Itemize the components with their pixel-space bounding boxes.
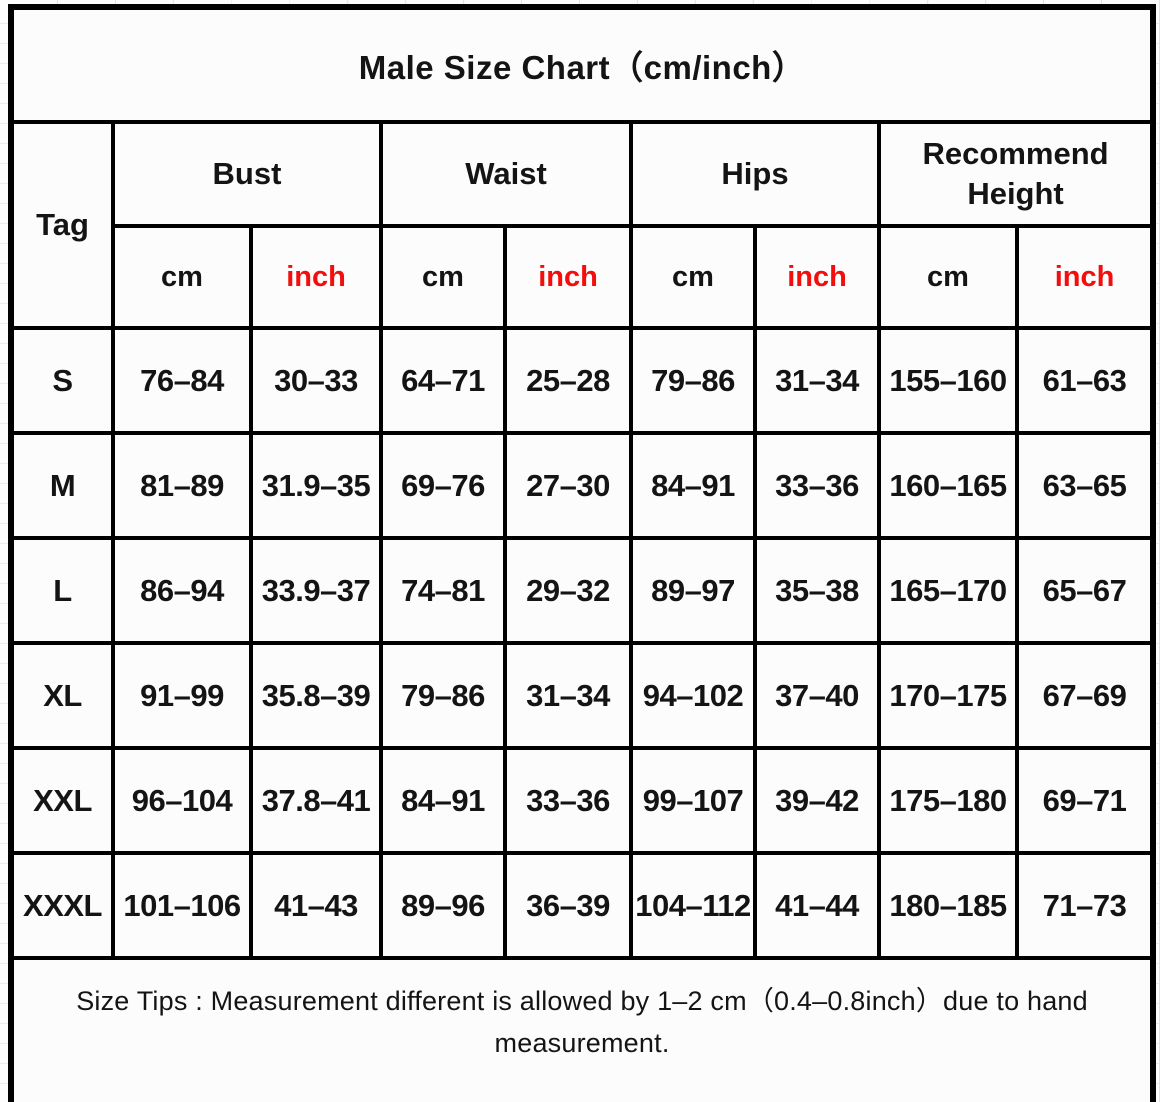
cell-tag: XL [9,641,115,750]
cell-waist-inch: 33–36 [503,746,633,855]
cell-bust-inch: 41–43 [249,851,383,960]
unit-header-row: cm inch cm inch cm inch cm inch [11,224,1156,330]
header-waist: Waist [379,120,633,228]
cell-waist-inch: 25–28 [503,326,633,435]
cell-waist-cm: 74–81 [379,536,507,645]
header-waist-cm: cm [379,224,507,330]
cell-height-inch: 65–67 [1014,536,1156,645]
cell-bust-inch: 35.8–39 [249,641,383,750]
title-row: Male Size Chart（cm/inch） [8,5,1156,124]
cell-bust-cm: 86–94 [111,536,253,645]
header-hips-inch: inch [753,224,881,330]
cell-bust-inch: 33.9–37 [249,536,383,645]
cell-height-inch: 63–65 [1014,431,1156,540]
cell-height-cm: 175–180 [877,746,1019,855]
chart-title: Male Size Chart（cm/inch） [8,5,1156,124]
cell-bust-inch: 37.8–41 [249,746,383,855]
table-row-l: L 86–94 33.9–37 74–81 29–32 89–97 35–38 … [9,536,1156,645]
size-tips-row: Size Tips : Measurement different is all… [8,956,1156,1102]
size-tips-note: Size Tips : Measurement different is all… [8,956,1156,1102]
header-recommend-height: Recommend Height [876,120,1156,228]
cell-bust-cm: 76–84 [111,326,253,435]
cell-waist-cm: 79–86 [379,641,507,750]
cell-hips-inch: 39–42 [753,746,881,855]
cell-hips-inch: 35–38 [753,536,881,645]
cell-tag: S [9,326,115,435]
table-row-xxxl: XXXL 101–106 41–43 89–96 36–39 104–112 4… [9,851,1156,960]
cell-bust-inch: 30–33 [249,326,383,435]
cell-height-cm: 160–165 [877,431,1019,540]
cell-waist-inch: 27–30 [503,431,633,540]
cell-tag: XXL [9,746,115,855]
cell-bust-cm: 81–89 [111,431,253,540]
header-bust-inch: inch [249,224,383,330]
header-height-cm: cm [877,224,1019,330]
cell-bust-cm: 91–99 [111,641,253,750]
cell-height-inch: 67–69 [1014,641,1156,750]
cell-hips-inch: 37–40 [753,641,881,750]
cell-waist-inch: 29–32 [503,536,633,645]
cell-tag: L [9,536,115,645]
table-row-s: S 76–84 30–33 64–71 25–28 79–86 31–34 15… [9,326,1156,435]
header-tag: Tag [9,120,115,330]
cell-hips-cm: 84–91 [629,431,757,540]
cell-waist-cm: 69–76 [379,431,507,540]
cell-tag: XXXL [9,851,115,960]
cell-tag: M [9,431,115,540]
group-header-row: Tag Bust Waist Hips Recommend Height [9,120,1156,330]
cell-waist-cm: 89–96 [379,851,507,960]
male-size-chart-table: Male Size Chart（cm/inch） Tag Bust Waist … [8,4,1157,1102]
cell-hips-inch: 31–34 [753,326,881,435]
cell-height-cm: 170–175 [877,641,1019,750]
cell-height-inch: 71–73 [1014,851,1156,960]
header-bust-cm: cm [111,224,253,330]
cell-bust-inch: 31.9–35 [249,431,383,540]
header-hips: Hips [629,120,881,228]
cell-hips-inch: 41–44 [753,851,881,960]
cell-height-cm: 180–185 [877,851,1019,960]
cell-height-inch: 69–71 [1014,746,1156,855]
cell-height-inch: 61–63 [1014,326,1156,435]
cell-hips-cm: 89–97 [629,536,757,645]
cell-hips-cm: 99–107 [629,746,757,855]
table-row-m: M 81–89 31.9–35 69–76 27–30 84–91 33–36 … [9,431,1156,540]
cell-hips-cm: 104–112 [629,851,757,960]
cell-bust-cm: 101–106 [111,851,253,960]
cell-waist-inch: 31–34 [503,641,633,750]
header-height-inch: inch [1014,224,1156,330]
cell-hips-cm: 79–86 [629,326,757,435]
table-row-xxl: XXL 96–104 37.8–41 84–91 33–36 99–107 39… [9,746,1156,855]
header-bust: Bust [111,120,383,228]
cell-height-cm: 165–170 [877,536,1019,645]
header-waist-inch: inch [503,224,633,330]
cell-bust-cm: 96–104 [111,746,253,855]
header-hips-cm: cm [629,224,757,330]
cell-height-cm: 155–160 [877,326,1019,435]
cell-waist-inch: 36–39 [503,851,633,960]
cell-hips-cm: 94–102 [629,641,757,750]
table-row-xl: XL 91–99 35.8–39 79–86 31–34 94–102 37–4… [9,641,1156,750]
cell-waist-cm: 64–71 [379,326,507,435]
cell-hips-inch: 33–36 [753,431,881,540]
cell-waist-cm: 84–91 [379,746,507,855]
